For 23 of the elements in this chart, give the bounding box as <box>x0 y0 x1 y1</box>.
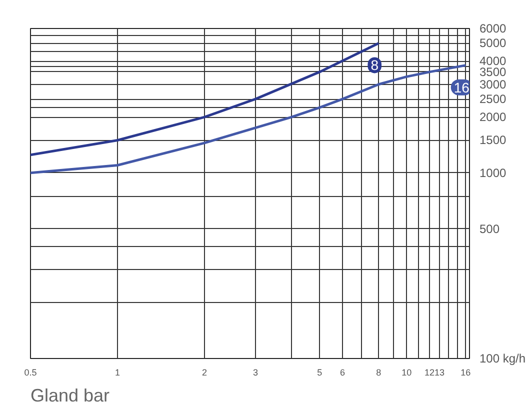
series-label: 8 <box>370 57 379 74</box>
y-tick-label: 5000 <box>480 36 507 50</box>
y-tick-label: 100 kg/h <box>480 352 526 366</box>
x-tick-label: 16 <box>460 368 471 378</box>
y-tick-label: 6000 <box>480 22 507 36</box>
x-tick-label: 10 <box>402 368 412 378</box>
y-tick-label: 2500 <box>480 92 507 106</box>
y-tick-label: 500 <box>480 222 500 236</box>
y-tick-label: 1000 <box>480 166 507 180</box>
x-tick-label: 8 <box>376 368 382 378</box>
y-tick-label: 1500 <box>480 133 507 148</box>
x-tick-label: 2 <box>202 368 208 378</box>
y-tick-label: 2000 <box>480 110 507 124</box>
x-tick-label: 6 <box>340 368 346 378</box>
series-label: 16 <box>454 79 470 96</box>
x-tick-label: 0.5 <box>24 368 37 378</box>
x-tick-label: 3 <box>252 368 258 378</box>
y-tick-label: 3000 <box>480 77 507 92</box>
x-tick-label: 5 <box>317 368 322 378</box>
x-axis-title: Gland bar <box>30 386 110 406</box>
x-tick-label: 1 <box>115 368 120 378</box>
x-tick-label: 13 <box>434 368 445 378</box>
x-tick-label: 12 <box>424 368 435 378</box>
